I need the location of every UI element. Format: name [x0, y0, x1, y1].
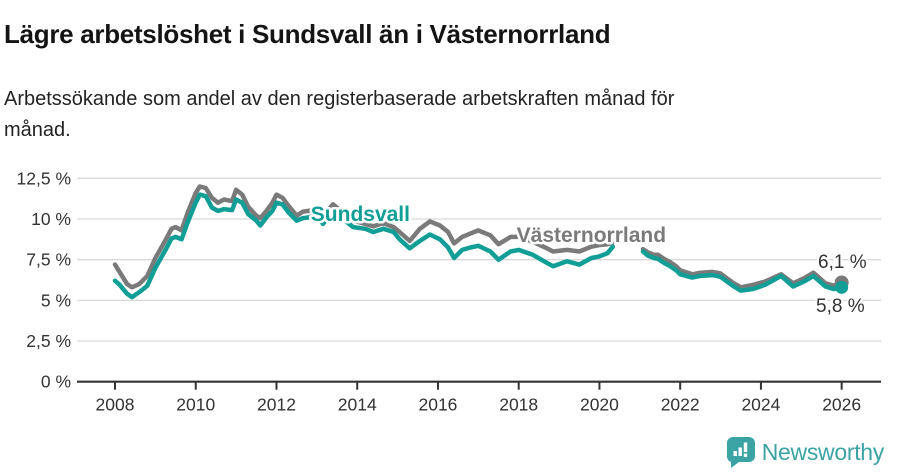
page-title: Lägre arbetslöshet i Sundsvall än i Väst…: [4, 19, 611, 50]
x-tick-label: 2020: [580, 395, 619, 415]
newsworthy-logo[interactable]: Newsworthy: [726, 436, 885, 468]
end-dot-sundsvall: [835, 280, 849, 294]
series-label-sundsvall: Sundsvall: [311, 203, 410, 226]
y-tick-label: 0 %: [41, 372, 71, 392]
x-tick-label: 2022: [661, 395, 700, 415]
y-tick-label: 10 %: [31, 209, 71, 229]
series-line-västernorrland: [112, 184, 844, 290]
x-tick-label: 2008: [96, 395, 135, 415]
newsworthy-chart-bubble-icon: [726, 436, 755, 468]
series-label-västernorrland: Västernorrland: [517, 224, 666, 247]
y-tick-label: 5 %: [41, 290, 71, 310]
x-tick-label: 2014: [338, 395, 377, 415]
end-value-sundsvall: 5,8 %: [816, 296, 865, 317]
x-tick-label: 2018: [499, 395, 538, 415]
newsworthy-brand-text: Newsworthy: [761, 438, 885, 465]
x-tick-label: 2024: [741, 395, 780, 415]
page-subtitle: Arbetssökande som andel av den registerb…: [4, 88, 675, 141]
series-line-sundsvall: [112, 192, 844, 300]
x-tick-label: 2012: [257, 395, 296, 415]
y-tick-label: 12,5 %: [17, 168, 71, 188]
x-tick-label: 2010: [176, 395, 215, 415]
x-tick-label: 2026: [822, 395, 861, 415]
y-tick-label: 2,5 %: [26, 331, 71, 351]
end-value-vasternorrland: 6,1 %: [818, 252, 867, 273]
y-tick-label: 7,5 %: [26, 250, 71, 270]
x-tick-label: 2016: [418, 395, 457, 415]
